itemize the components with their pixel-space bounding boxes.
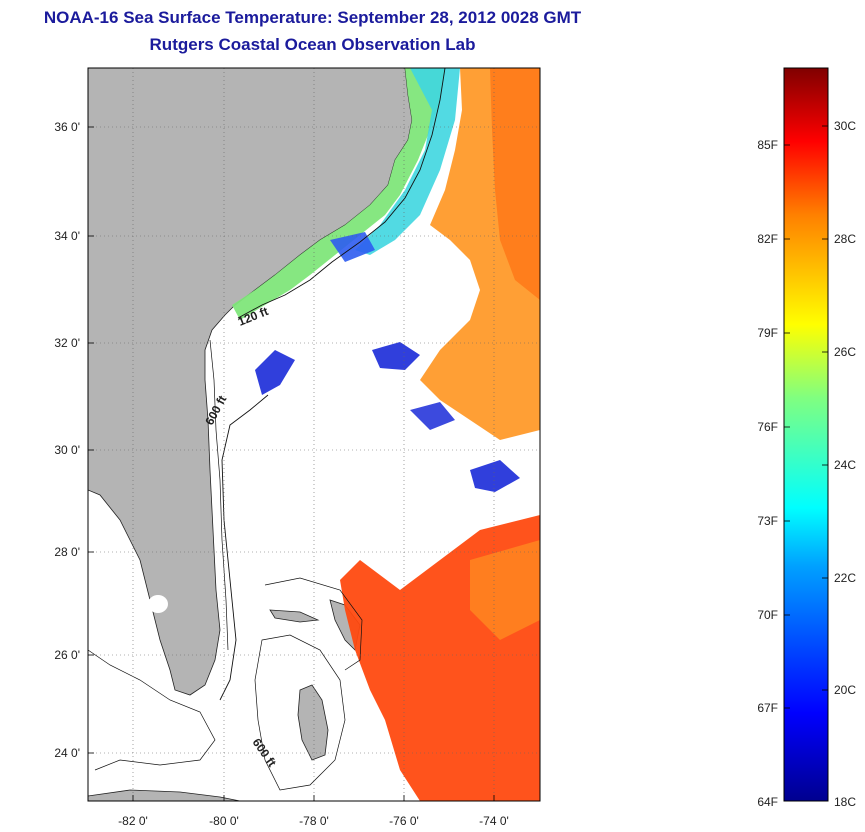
lat-label-24: 24 0' xyxy=(54,746,80,760)
sst-blue-patch-2 xyxy=(470,460,520,492)
contour-600ft xyxy=(219,394,269,701)
colorbar-f-79: 79F xyxy=(757,326,778,340)
sst-gulf-stream-core xyxy=(490,68,540,300)
sst-blue-patch-3 xyxy=(255,350,295,395)
map-subtitle: Rutgers Coastal Ocean Observation Lab xyxy=(149,35,476,54)
lat-label-36: 36 0' xyxy=(54,120,80,134)
sst-blue-patch-5 xyxy=(410,402,455,430)
land-us-southeast xyxy=(88,68,413,696)
sst-blue-patch-1 xyxy=(372,342,420,370)
colorbar-c-30: 30C xyxy=(834,119,856,133)
colorbar-c-22: 22C xyxy=(834,571,856,585)
lake-okeechobee xyxy=(148,595,168,613)
colorbar-c-28: 28C xyxy=(834,232,856,246)
contour-inner xyxy=(209,339,229,651)
contour-keys xyxy=(88,649,216,771)
map-title: NOAA-16 Sea Surface Temperature: Septemb… xyxy=(43,8,582,27)
colorbar-c-20: 20C xyxy=(834,683,856,697)
contour-bahamas-2 xyxy=(264,577,363,671)
lat-label-32: 32 0' xyxy=(54,336,80,350)
colorbar-c-24: 24C xyxy=(834,458,856,472)
colorbar-f-85: 85F xyxy=(757,138,778,152)
colorbar-f-73: 73F xyxy=(757,514,778,528)
colorbar-ticks xyxy=(784,125,828,709)
colorbar-c-18: 18C xyxy=(834,795,856,809)
lon-label-78: -78 0' xyxy=(299,814,329,828)
contour-120ft xyxy=(237,68,446,319)
lon-label-76: -76 0' xyxy=(389,814,419,828)
sst-cyan-band xyxy=(355,68,460,255)
colorbar-c-26: 26C xyxy=(834,345,856,359)
lat-label-34: 34 0' xyxy=(54,229,80,243)
lat-label-28: 28 0' xyxy=(54,545,80,559)
graticule xyxy=(88,68,540,801)
lat-label-30: 30 0' xyxy=(54,443,80,457)
lon-label-74: -74 0' xyxy=(479,814,509,828)
lon-label-82: -82 0' xyxy=(118,814,148,828)
colorbar-f-64: 64F xyxy=(757,795,778,809)
contour-bahamas xyxy=(254,634,346,791)
sst-warm-south-patches xyxy=(470,540,540,640)
lat-label-26: 26 0' xyxy=(54,648,80,662)
colorbar-f-70: 70F xyxy=(757,608,778,622)
land-bahamas-grandbahama xyxy=(269,609,320,623)
land-cuba xyxy=(88,789,241,801)
land-bahamas-andros xyxy=(297,684,329,761)
lon-label-80: -80 0' xyxy=(209,814,239,828)
colorbar-f-76: 76F xyxy=(757,420,778,434)
colorbar-f-67: 67F xyxy=(757,701,778,715)
axis-ticks xyxy=(88,126,495,801)
colorbar-f-82: 82F xyxy=(757,232,778,246)
colorbar xyxy=(783,67,829,802)
